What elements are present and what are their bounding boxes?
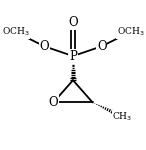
Text: O: O	[68, 16, 78, 29]
Text: O: O	[39, 40, 49, 53]
Text: CH$_3$: CH$_3$	[112, 111, 133, 123]
Text: P: P	[69, 50, 77, 63]
Text: OCH$_3$: OCH$_3$	[2, 26, 29, 38]
Text: OCH$_3$: OCH$_3$	[117, 26, 144, 38]
Text: O: O	[49, 96, 58, 109]
Text: O: O	[97, 40, 107, 53]
